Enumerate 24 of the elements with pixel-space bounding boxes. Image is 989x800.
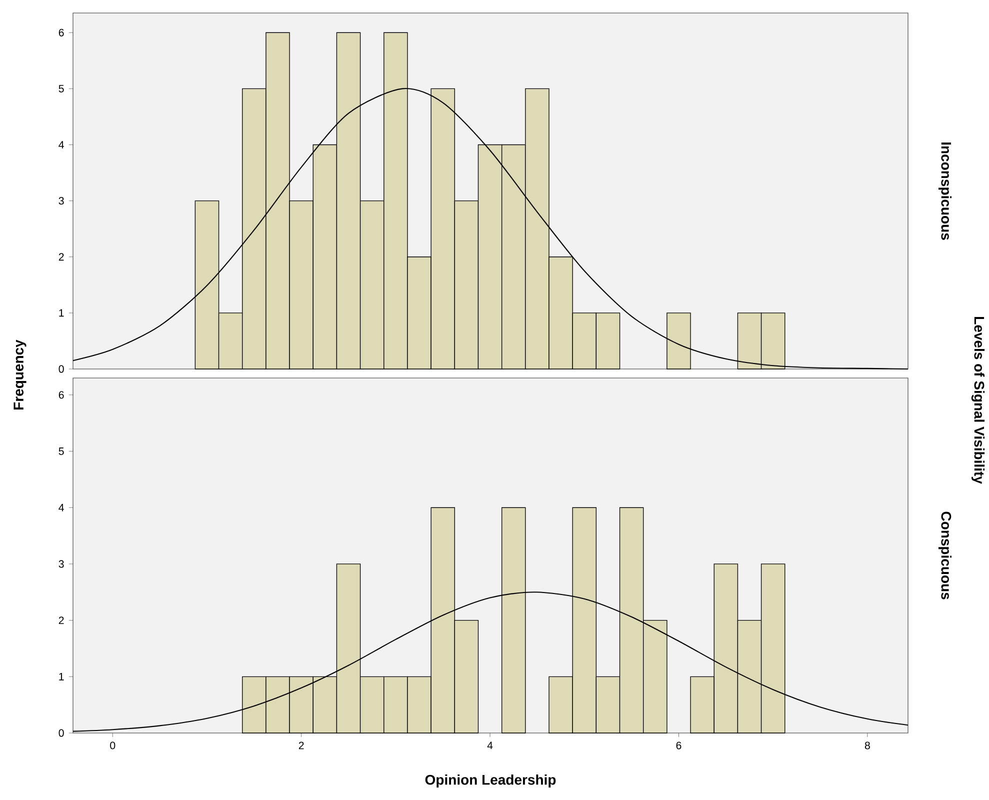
- x-tick-label: 4: [487, 742, 493, 750]
- y-tick-label: 4: [58, 504, 64, 512]
- y-tick-label: 3: [58, 197, 64, 205]
- y-tick-label: 6: [58, 391, 64, 399]
- y-tick-label: 0: [58, 365, 64, 373]
- y-tick-label: 4: [58, 141, 64, 148]
- y-tick-label: 5: [58, 84, 64, 92]
- y-tick-label: 6: [58, 28, 64, 36]
- y-tick-label: 3: [58, 560, 64, 568]
- y-tick-label: 2: [58, 616, 64, 624]
- y-tick-label: 2: [58, 253, 64, 261]
- x-axis-title: Opinion Leadership: [425, 774, 556, 788]
- y-tick-label: 0: [58, 729, 64, 737]
- y-axis-title: Frequency: [14, 340, 26, 410]
- y-tick-label: 1: [59, 672, 64, 680]
- x-tick-label: 0: [110, 742, 116, 750]
- y2-axis-title: Inconspicuous: [938, 142, 952, 240]
- y-tick-label: 1: [59, 309, 64, 317]
- y2-axis-title: Conspicuous: [938, 512, 952, 600]
- x-tick-label: 2: [298, 742, 304, 750]
- y-tick-label: 5: [58, 448, 64, 455]
- x-tick-label: 8: [864, 742, 870, 750]
- x-tick-label: 6: [676, 742, 682, 750]
- text: Levels of Signal Visibility: [971, 317, 985, 484]
